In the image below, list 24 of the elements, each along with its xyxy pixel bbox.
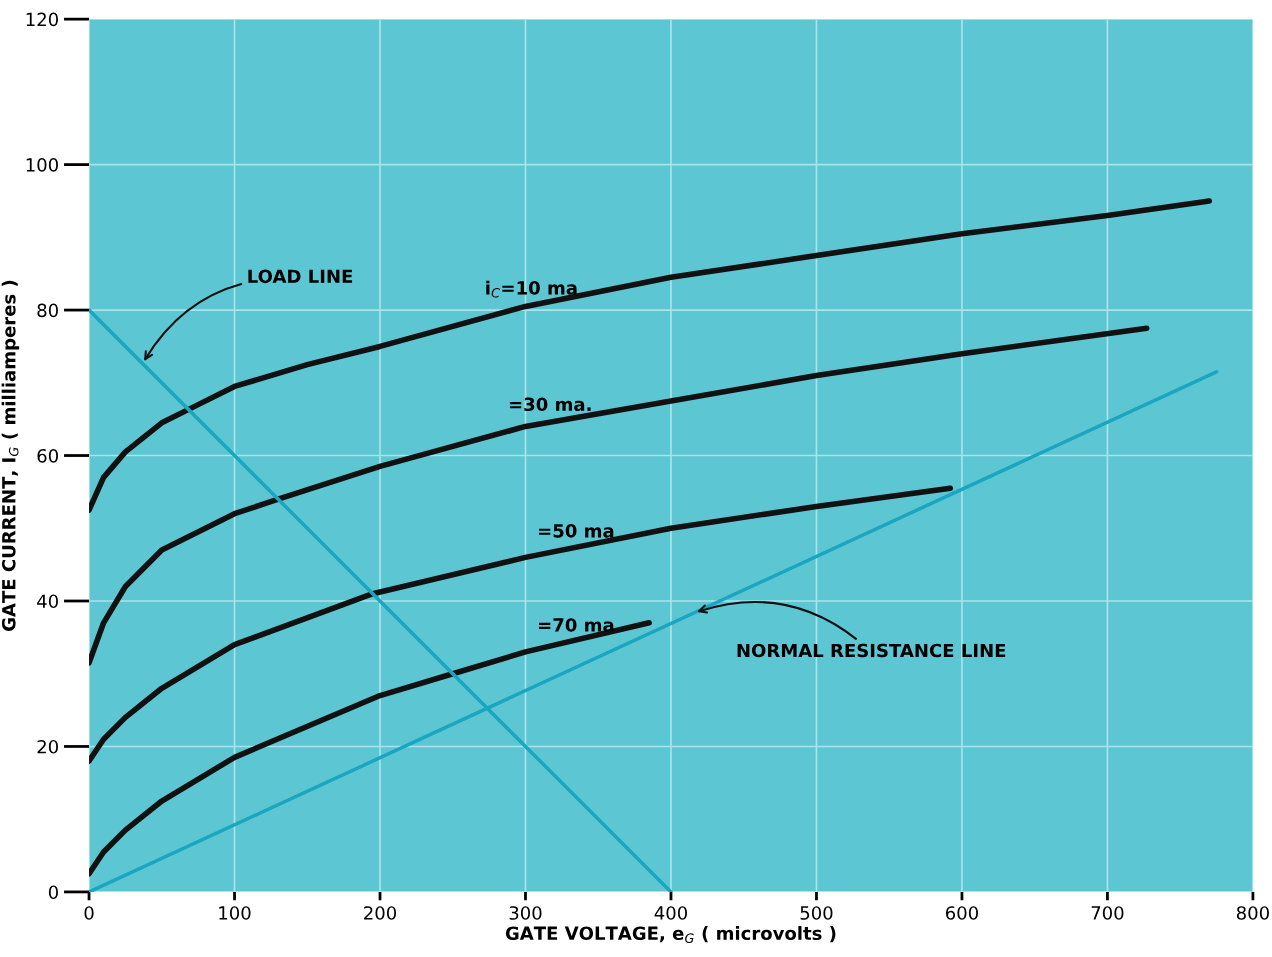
series-label: i$_{C}$=10 ma <box>486 280 577 298</box>
x-tick-label: 300 <box>509 906 542 920</box>
x-tick-label: 200 <box>364 906 397 920</box>
y-tick-label: 0 <box>48 885 58 900</box>
y-tick-label: 40 <box>37 594 58 609</box>
text: NORMAL RESISTANCE LINE <box>737 643 1006 658</box>
y-tick-label: 100 <box>26 158 58 172</box>
x-tick-label: 600 <box>945 906 978 920</box>
x-tick-label: 800 <box>1236 906 1269 920</box>
y-tick-label: 60 <box>37 448 58 463</box>
x-axis-title: GATE VOLTAGE, e$_{G}$ ( microvolts ) <box>505 926 836 943</box>
y-axis-title: GATE CURRENT, I$_{G}$ ( milliamperes ) <box>1 280 20 631</box>
x-tick-label: 700 <box>1091 906 1124 920</box>
x-tick-label: 400 <box>654 906 688 920</box>
x-tick-label: 0 <box>84 906 94 920</box>
y-tick-label: 20 <box>37 739 58 754</box>
series-label: =30 ma. <box>509 397 591 412</box>
series-label: =50 ma <box>539 523 614 538</box>
series-label: =70 ma <box>539 618 614 632</box>
x-tick-label: 500 <box>800 906 833 920</box>
x-tick-label: 100 <box>219 906 251 920</box>
y-tick-label: 120 <box>26 12 58 27</box>
text: LOAD LINE <box>248 269 353 284</box>
y-tick-label: 80 <box>37 303 58 318</box>
